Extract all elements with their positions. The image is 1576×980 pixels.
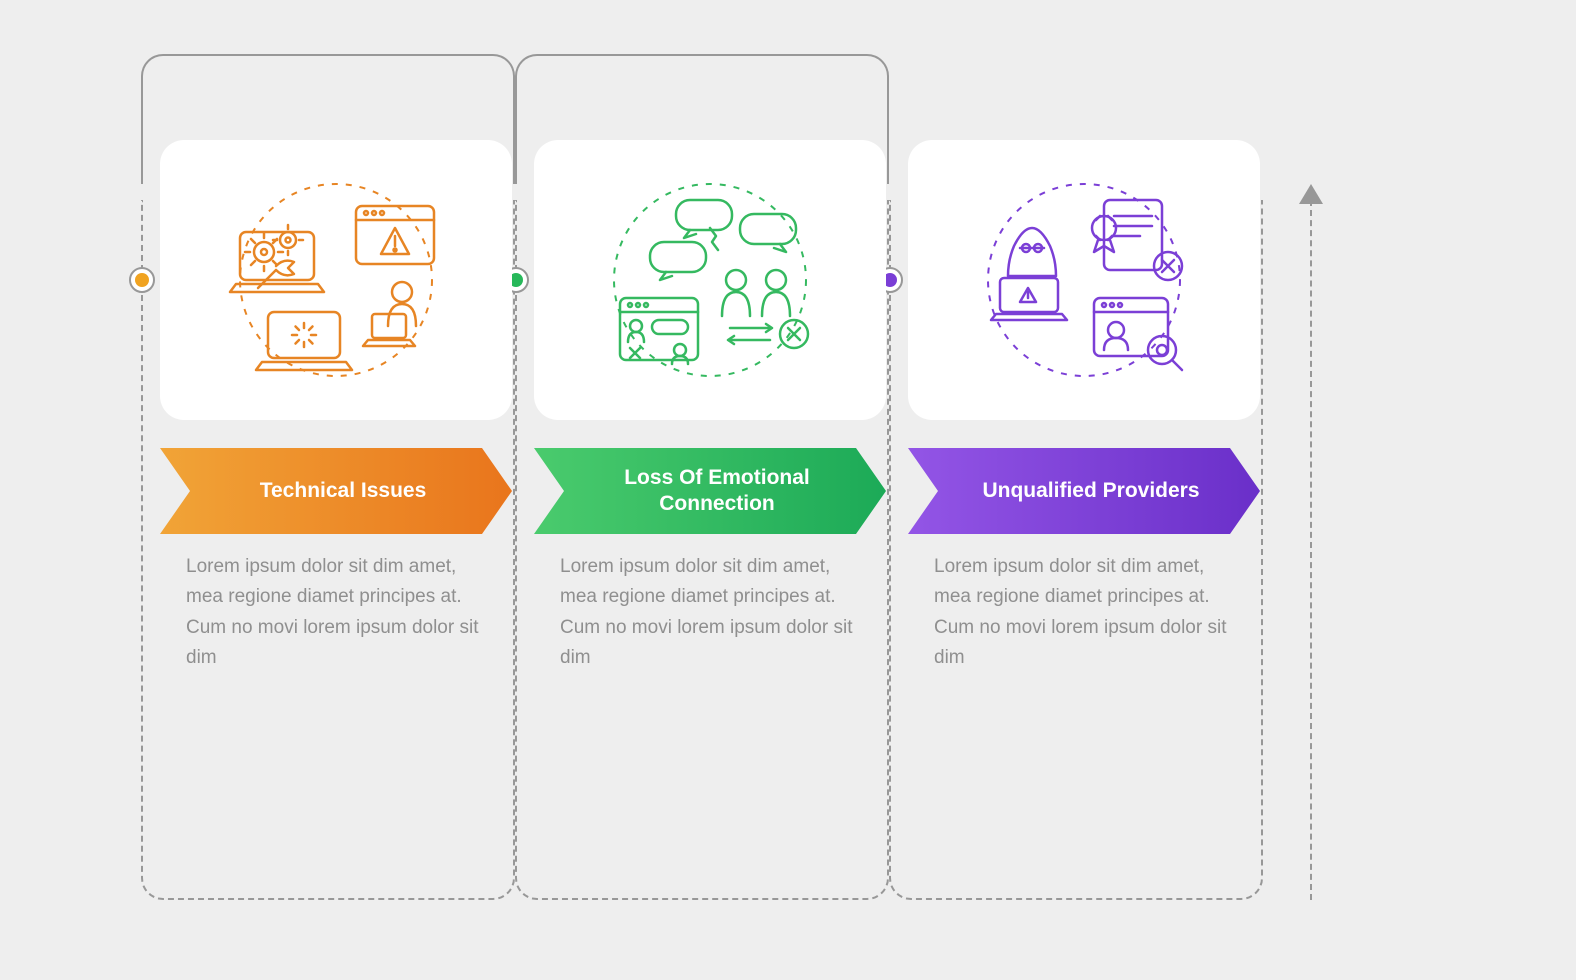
card-loss-emotional	[534, 140, 886, 420]
arrow-technical-issues: Technical Issues	[160, 448, 512, 534]
unqualified-providers-icon	[954, 170, 1214, 390]
step-dot-1	[129, 267, 155, 293]
arrow-unqualified-providers: Unqualified Providers	[908, 448, 1260, 534]
desc-row: Lorem ipsum dolor sit dim amet, mea regi…	[160, 552, 1260, 674]
arrow-label-2: Loss Of Emotional Connection	[578, 448, 856, 534]
desc-technical-issues: Lorem ipsum dolor sit dim amet, mea regi…	[160, 552, 512, 674]
end-arrow-icon	[1299, 184, 1323, 204]
arrow-label-3: Unqualified Providers	[952, 448, 1230, 534]
card-technical-issues	[160, 140, 512, 420]
step-dot-1-inner	[135, 273, 149, 287]
arrow-loss-emotional: Loss Of Emotional Connection	[534, 448, 886, 534]
cards-row	[160, 140, 1260, 420]
emotional-connection-icon	[580, 170, 840, 390]
technical-issues-icon	[206, 170, 466, 390]
desc-unqualified-providers: Lorem ipsum dolor sit dim amet, mea regi…	[908, 552, 1260, 674]
end-vertical-line	[1310, 200, 1312, 900]
card-unqualified-providers	[908, 140, 1260, 420]
infographic-container: Technical Issues Loss Of Emotional Conne…	[160, 140, 1260, 674]
arrow-label-1: Technical Issues	[204, 448, 482, 534]
desc-loss-emotional: Lorem ipsum dolor sit dim amet, mea regi…	[534, 552, 886, 674]
arrows-row: Technical Issues Loss Of Emotional Conne…	[160, 448, 1260, 534]
